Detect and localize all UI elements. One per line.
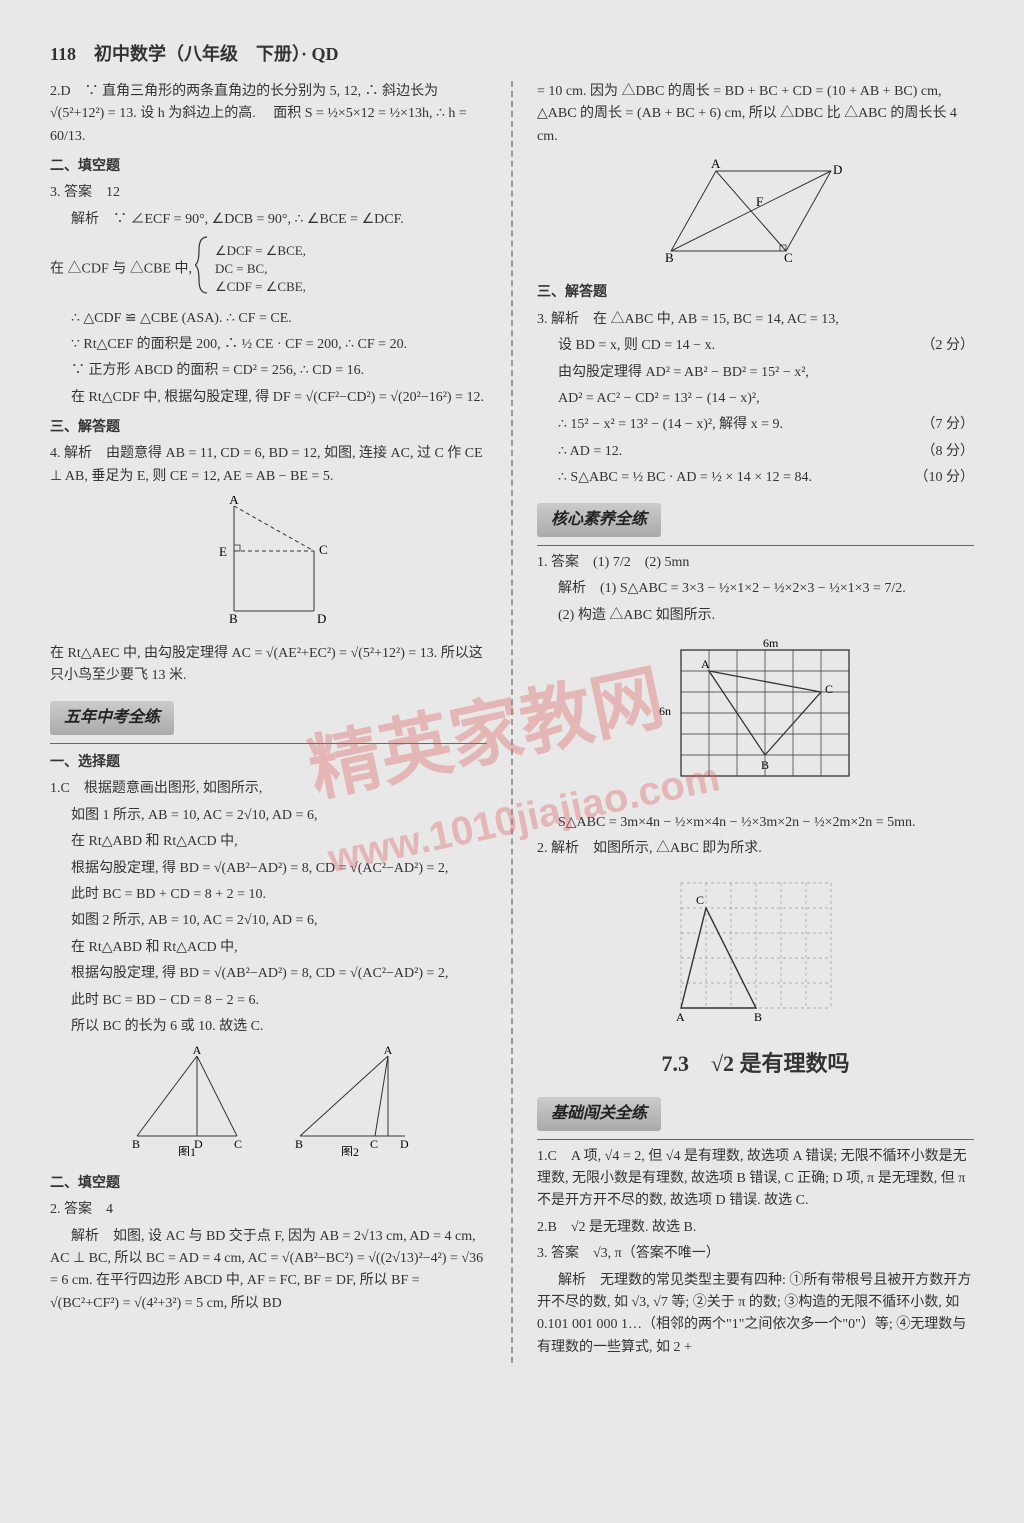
brace-line-3: ∠CDF = ∠CBE,: [215, 279, 306, 294]
brace-icon: [195, 235, 211, 295]
r-q1-ans: 1. 答案 (1) 7/2 (2) 5mn: [537, 552, 974, 574]
grid-fig-1: A C B 6m 6n: [537, 635, 974, 803]
q1c-8: 根据勾股定理, 得 BD = √(AB²−AD²) = 8, CD = √(AC…: [50, 963, 487, 985]
f2-D: D: [400, 1137, 409, 1151]
parallelogram-fig: A D B C F: [537, 156, 974, 274]
q1c-5: 此时 BC = BD + CD = 8 + 2 = 10.: [50, 884, 487, 906]
q1c-7: 在 Rt△ABD 和 Rt△ACD 中,: [50, 937, 487, 959]
brace-line-1: ∠DCF = ∠BCE,: [215, 243, 306, 258]
b1-1: 1.C A 项, √4 = 2, 但 √4 是有理数, 故选项 A 错误; 无限…: [537, 1146, 974, 1213]
right-column: = 10 cm. 因为 △DBC 的周长 = BD + BC + CD = (1…: [537, 81, 974, 1363]
r-q1-expl-1: 解析 (1) S△ABC = 3×3 − ½×1×2 − ½×2×3 − ½×1…: [537, 578, 974, 600]
r-q3-1: 3. 解析 在 △ABC 中, AB = 15, BC = 14, AC = 1…: [537, 309, 974, 331]
grid-fig-2: A B C: [537, 868, 974, 1031]
p-A: A: [711, 156, 721, 171]
q3-brace-content: ∠DCF = ∠BCE, DC = BC, ∠CDF = ∠CBE,: [215, 242, 306, 297]
q2-answer: 2. 答案 4: [50, 1199, 487, 1221]
q3-expl-1: 解析 ∵ ∠ECF = 90°, ∠DCB = 90°, ∴ ∠BCE = ∠D…: [50, 209, 487, 231]
r-q1-expl-2: (2) 构造 △ABC 如图所示.: [537, 605, 974, 627]
topic-7-3: 7.3 √2 是有理数吗: [537, 1046, 974, 1081]
lbl-B: B: [229, 611, 238, 626]
lbl-C: C: [319, 542, 328, 557]
choice-title: 一、选择题: [50, 752, 487, 774]
score-10: （10 分）: [894, 467, 975, 489]
g1-h: 6n: [659, 704, 671, 718]
q3-brace: [195, 235, 211, 303]
f1-A: A: [192, 1046, 201, 1057]
fill-title: 二、填空题: [50, 156, 487, 178]
b3-expl: 解析 无理数的常见类型主要有四种: ①所有带根号且被开方数开方开不尽的数, 如 …: [537, 1270, 974, 1360]
b2-1: 2.B √2 是无理数. 故选 B.: [537, 1217, 974, 1239]
q4-expl-2: 在 Rt△AEC 中, 由勾股定理得 AC = √(AE²+EC²) = √(5…: [50, 643, 487, 688]
f2-A: A: [384, 1046, 393, 1057]
q3-expl-2: 在 △CDF 与 △CBE 中, ∠DCF = ∠BCE, DC = BC, ∠…: [50, 235, 487, 303]
banner-rule: [50, 743, 487, 744]
q1c-6: 如图 2 所示, AB = 10, AC = 2√10, AD = 6,: [50, 910, 487, 932]
solve-title: 三、解答题: [50, 417, 487, 439]
p-B: B: [665, 250, 674, 265]
f1-B: B: [132, 1137, 140, 1151]
banner-base: 基础闯关全练: [537, 1097, 661, 1131]
q1c-figures: A B D C 图1 A B C D 图2: [50, 1046, 487, 1164]
p-C: C: [784, 250, 793, 265]
q3-answer: 3. 答案 12: [50, 182, 487, 204]
r-q3-6: ∴ AD = 12.（8 分）: [537, 441, 974, 463]
score-2: （2 分）: [901, 335, 975, 357]
f2-C: C: [370, 1137, 378, 1151]
q1c-3: 在 Rt△ABD 和 Rt△ACD 中,: [50, 831, 487, 853]
q4-expl-1: 4. 解析 由题意得 AB = 11, CD = 6, BD = 12, 如图,…: [50, 443, 487, 488]
r-q3-2: 设 BD = x, 则 CD = 14 − x.（2 分）: [537, 335, 974, 357]
left-column: 2.D ∵ 直角三角形的两条直角边的长分别为 5, 12, ∴ 斜边长为 √(5…: [50, 81, 487, 1363]
g2-C: C: [696, 893, 704, 907]
q3-expl-2-text: 在 △CDF 与 △CBE 中,: [50, 262, 192, 277]
g2-B: B: [754, 1010, 762, 1023]
r-solve-title: 三、解答题: [537, 282, 974, 304]
brace-line-2: DC = BC,: [215, 261, 267, 276]
q1c-4: 根据勾股定理, 得 BD = √(AB²−AD²) = 8, CD = √(AC…: [50, 858, 487, 880]
banner-core-rule: [537, 545, 974, 546]
g1-B: B: [761, 758, 769, 772]
fill2-title: 二、填空题: [50, 1173, 487, 1195]
lbl-A: A: [229, 496, 239, 507]
q3-expl-6: 在 Rt△CDF 中, 根据勾股定理, 得 DF = √(CF²−CD²) = …: [50, 387, 487, 409]
q3-expl-4: ∵ Rt△CEF 的面积是 200, ∴ ½ CE · CF = 200, ∴ …: [50, 334, 487, 356]
p-F: F: [756, 194, 763, 209]
g1-w: 6m: [763, 636, 779, 650]
q2-expl-1: 解析 如图, 设 AC 与 BD 交于点 F, 因为 AB = 2√13 cm,…: [50, 1226, 487, 1316]
g2-A: A: [676, 1010, 685, 1023]
r-q3-5: ∴ 15² − x² = 13² − (14 − x)², 解得 x = 9.（…: [537, 414, 974, 436]
q1c-1: 1.C 根据题意画出图形, 如图所示,: [50, 778, 487, 800]
p-D: D: [833, 162, 842, 177]
lbl-E: E: [219, 544, 227, 559]
g1-A: A: [701, 657, 710, 671]
q3-expl-5: ∵ 正方形 ABCD 的面积 = CD² = 256, ∴ CD = 16.: [50, 360, 487, 382]
r-q2-expl-1: 2. 解析 如图所示, △ABC 即为所求.: [537, 838, 974, 860]
q4-figure: A E B D C: [50, 496, 487, 634]
q1c-2: 如图 1 所示, AB = 10, AC = 2√10, AD = 6,: [50, 805, 487, 827]
g1-C: C: [825, 682, 833, 696]
f2-label: 图2: [341, 1145, 359, 1156]
content-columns: 2.D ∵ 直角三角形的两条直角边的长分别为 5, 12, ∴ 斜边长为 √(5…: [50, 81, 974, 1363]
q3-expl-3: ∴ △CDF ≌ △CBE (ASA). ∴ CF = CE.: [50, 308, 487, 330]
score-8: （8 分）: [901, 441, 975, 463]
b3-ans: 3. 答案 √3, π（答案不唯一）: [537, 1243, 974, 1265]
column-divider: [511, 81, 513, 1363]
banner-base-rule: [537, 1139, 974, 1140]
f1-label: 图1: [178, 1145, 196, 1156]
q1c-10: 所以 BC 的长为 6 或 10. 故选 C.: [50, 1016, 487, 1038]
f2-B: B: [295, 1137, 303, 1151]
r-q1-expl-3: S△ABC = 3m×4n − ½×m×4n − ½×3m×2n − ½×2m×…: [537, 812, 974, 834]
f1-C: C: [234, 1137, 242, 1151]
r-q3-4: AD² = AC² − CD² = 13² − (14 − x)²,: [537, 388, 974, 410]
cont-1: = 10 cm. 因为 △DBC 的周长 = BD + BC + CD = (1…: [537, 81, 974, 148]
r-q3-3: 由勾股定理得 AD² = AB² − BD² = 15² − x²,: [537, 362, 974, 384]
q2d-text: 2.D ∵ 直角三角形的两条直角边的长分别为 5, 12, ∴ 斜边长为 √(5…: [50, 81, 487, 148]
banner-core: 核心素养全练: [537, 503, 661, 537]
q1c-9: 此时 BC = BD − CD = 8 − 2 = 6.: [50, 990, 487, 1012]
lbl-D: D: [317, 611, 326, 626]
score-7: （7 分）: [901, 414, 975, 436]
r-q3-7: ∴ S△ABC = ½ BC · AD = ½ × 14 × 12 = 84.（…: [537, 467, 974, 489]
page-header: 118 初中数学（八年级 下册）· QD: [50, 40, 974, 69]
banner-5year: 五年中考全练: [50, 701, 174, 735]
